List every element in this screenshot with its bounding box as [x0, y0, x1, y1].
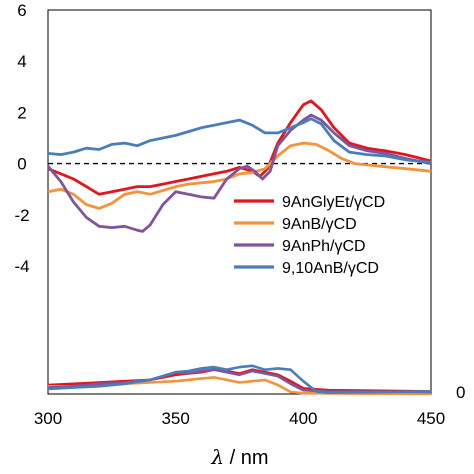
absorption-line-3	[47, 364, 432, 394]
y-tick-label: 6	[17, 1, 26, 20]
series-group	[46, 99, 432, 396]
x-tick-label: 400	[289, 409, 317, 428]
legend-label: 9AnB/γCD	[282, 216, 357, 233]
y-tick-label: -2	[14, 206, 29, 225]
legend-label: 9AnPh/γCD	[282, 238, 366, 255]
cd-line-0	[47, 99, 432, 196]
cd-line-3	[47, 117, 432, 164]
y-tick-label: 0	[17, 155, 26, 174]
y-tick-label: -4	[14, 257, 29, 276]
legend: 9AnGlyEt/γCD 9AnB/γCD 9AnPh/γCD 9,10AnB/γCD	[234, 194, 385, 277]
x-tick-label: 350	[161, 409, 189, 428]
right-axis-tick-label: 0	[456, 383, 465, 402]
cd-line-2	[46, 113, 432, 233]
absorption-line-0	[47, 368, 432, 393]
y-tick-label: 4	[17, 52, 26, 71]
legend-label: 9AnGlyEt/γCD	[282, 194, 385, 211]
x-tick-label: 450	[417, 409, 445, 428]
cd-line-1	[47, 141, 432, 210]
x-tick-label: 300	[34, 409, 62, 428]
plot-frame	[47, 9, 432, 395]
y-axis-ticks: 6 4 2 0 -2 -4	[14, 1, 29, 276]
x-axis-label-symbol: λ	[210, 445, 224, 469]
x-axis-ticks: 300 350 400 450	[34, 409, 445, 428]
y-tick-label: 2	[17, 103, 26, 122]
x-axis-label-unit: / nm	[224, 447, 268, 469]
x-axis-label: λ / nm	[210, 445, 268, 469]
legend-label: 9,10AnB/γCD	[282, 260, 379, 277]
